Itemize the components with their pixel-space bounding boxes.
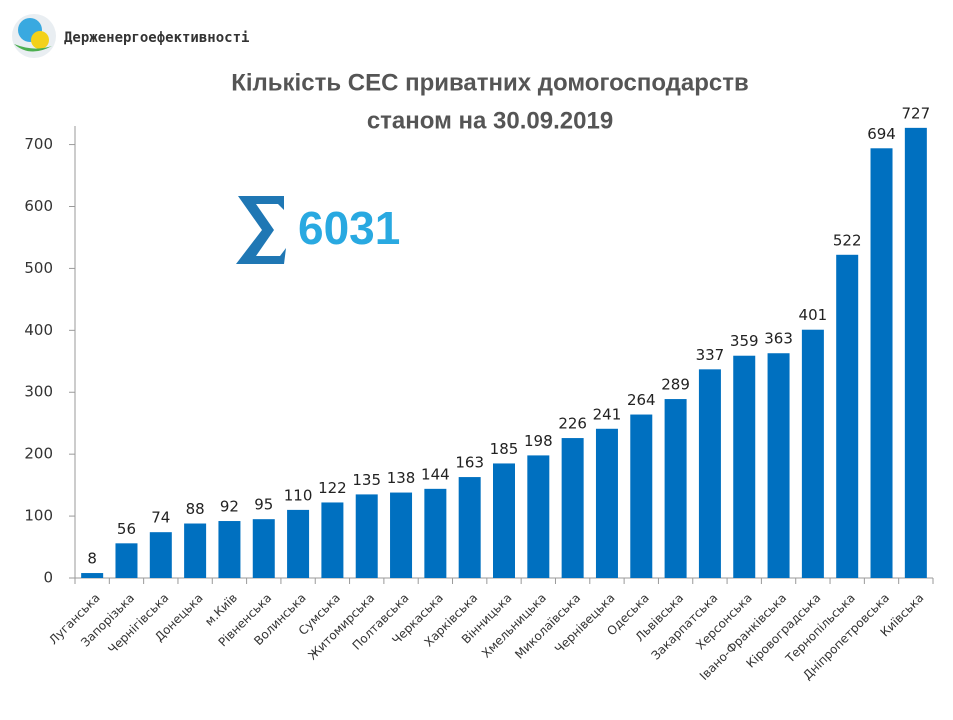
- value-label: 110: [284, 486, 313, 504]
- value-label: 185: [490, 440, 519, 458]
- y-tick-label: 0: [43, 569, 53, 587]
- bar: [458, 477, 481, 578]
- bar: [493, 463, 515, 578]
- bar: [252, 519, 275, 578]
- value-label: 241: [593, 405, 622, 423]
- bar: [561, 438, 584, 578]
- bar: [630, 414, 653, 578]
- value-label: 122: [318, 479, 347, 497]
- bar: [767, 353, 790, 578]
- value-label: 401: [799, 306, 828, 324]
- value-label: 226: [558, 415, 587, 433]
- value-label: 694: [867, 125, 896, 143]
- bar: [115, 543, 138, 578]
- bar: [733, 355, 756, 578]
- bar: [527, 455, 550, 578]
- bar: [390, 492, 413, 578]
- bar: [149, 532, 172, 578]
- bar: [698, 369, 721, 578]
- x-tick-label: Чернівецька: [552, 591, 618, 657]
- value-label: 95: [254, 496, 273, 514]
- y-tick-label: 100: [24, 507, 53, 525]
- y-tick-label: 400: [24, 321, 53, 339]
- y-tick-label: 300: [24, 383, 53, 401]
- bar: [595, 428, 618, 578]
- logo-text: Держенергоефективності: [64, 30, 249, 46]
- logo-icon: [12, 14, 56, 58]
- bar: [664, 399, 687, 578]
- value-label: 92: [220, 498, 239, 516]
- bar: [801, 329, 824, 578]
- bar: [904, 127, 927, 578]
- bar: [218, 521, 241, 578]
- y-tick-label: 600: [24, 197, 53, 215]
- bar: [81, 573, 104, 578]
- chart-title: Кількість СЕС приватних домогосподарств: [231, 69, 749, 96]
- y-tick-label: 200: [24, 445, 53, 463]
- value-label: 337: [696, 346, 725, 364]
- bar: [424, 488, 447, 578]
- value-label: 135: [352, 471, 381, 489]
- chart-subtitle: станом на 30.09.2019: [367, 107, 613, 134]
- value-label: 56: [117, 520, 136, 538]
- value-label: 163: [455, 454, 484, 472]
- bar: [184, 523, 207, 578]
- value-label: 264: [627, 391, 656, 409]
- value-label: 522: [833, 231, 862, 249]
- value-label: 144: [421, 465, 450, 483]
- value-label: 198: [524, 432, 553, 450]
- value-label: 363: [764, 330, 793, 348]
- value-label: 359: [730, 332, 759, 350]
- value-label: 88: [186, 500, 205, 518]
- value-label: 138: [387, 469, 416, 487]
- bar: [287, 509, 310, 578]
- value-label: 74: [151, 509, 170, 527]
- bar: [321, 502, 344, 578]
- value-label: 8: [87, 550, 97, 568]
- value-label: 289: [661, 376, 690, 394]
- y-tick-label: 700: [24, 135, 53, 153]
- bar: [870, 148, 893, 578]
- y-tick-label: 500: [24, 259, 53, 277]
- bar: [836, 254, 859, 578]
- value-label: 727: [902, 104, 931, 122]
- bar: [355, 494, 378, 578]
- total-annotation: 6031: [298, 202, 400, 254]
- sigma-icon: [236, 196, 286, 264]
